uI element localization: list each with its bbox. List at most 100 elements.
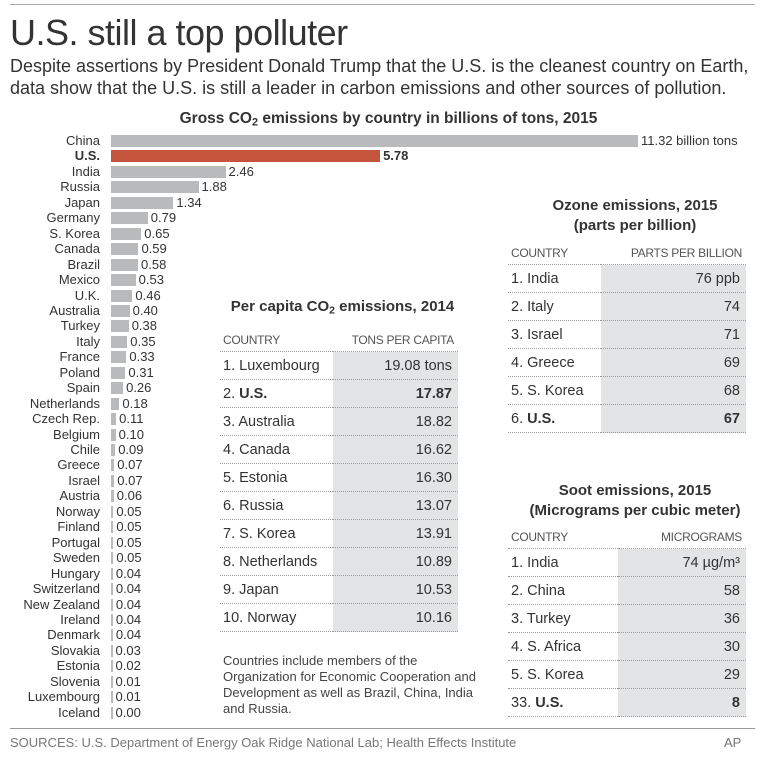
bar-value-label: 0.18 [122, 395, 148, 411]
rank: 4. [223, 441, 236, 458]
country-cell: 33. U.S. [508, 688, 618, 717]
bar-value-label: 0.05 [116, 534, 142, 550]
value-cell: 71 [600, 320, 746, 349]
country-name: Turkey [526, 610, 571, 627]
per-capita-title: Per capita CO2 emissions, 2014 [230, 298, 455, 317]
value-cell: 10.53 [333, 575, 458, 604]
bar-category-label: Brazil [67, 256, 100, 272]
bar-value-label: 0.46 [135, 287, 161, 303]
bar-category-label: Hungary [50, 565, 100, 581]
bar-value-label: 0.38 [131, 318, 157, 334]
bar [111, 505, 114, 518]
bar [111, 351, 127, 364]
rank: 4. [511, 354, 524, 371]
bar-category-label: Portugal [51, 534, 100, 550]
bar [111, 444, 116, 456]
bar [111, 428, 116, 441]
bar-category-label: U.K. [74, 287, 100, 303]
bar-value-label: 0.01 [115, 673, 141, 689]
column-header-country: COUNTRY [508, 246, 601, 265]
country-cell: 3. Israel [508, 320, 601, 349]
value-cell: 16.30 [333, 463, 458, 492]
bar [111, 474, 115, 487]
country-cell: 5. S. Korea [508, 376, 601, 405]
rank: 7. [223, 525, 236, 542]
value-cell: 69 [600, 348, 746, 377]
column-header-country: COUNTRY [220, 333, 334, 352]
footnote: Countries include members of the Organiz… [223, 653, 476, 716]
bar-value-label: 0.40 [132, 302, 158, 318]
bar [111, 165, 226, 178]
rank: 33. [511, 694, 532, 711]
bar [111, 613, 113, 626]
bar [111, 583, 113, 596]
table-row: 7. S. Korea 13.91 [220, 519, 458, 548]
table-row: 2. China 58 [508, 576, 746, 605]
value-cell: 17.87 [333, 379, 458, 408]
country-name: China [527, 582, 566, 599]
bar-category-label: Switzerland [32, 581, 100, 597]
bar-category-label: Belgium [53, 426, 100, 442]
country-name: Netherlands [239, 553, 318, 570]
bar-category-label: Australia [49, 302, 100, 318]
table-row: 8. Netherlands 10.89 [220, 547, 458, 576]
bar [111, 289, 133, 302]
bar [111, 552, 114, 565]
rank: 2. [511, 298, 524, 315]
table-row: 3. Turkey 36 [508, 604, 746, 633]
bar-category-label: S. Korea [49, 225, 100, 241]
value-cell: 13.91 [333, 519, 458, 548]
bar-category-label: Finland [57, 519, 100, 535]
table-row: 4. S. Africa 30 [508, 632, 746, 661]
rank: 5. [511, 666, 524, 683]
country-name: U.S. [535, 694, 564, 711]
rank: 2. [511, 582, 524, 599]
country-cell: 2. China [508, 576, 618, 605]
bar-value-label: 0.33 [129, 349, 155, 365]
bar-category-label: Chile [70, 442, 100, 457]
value-cell: 36 [617, 604, 746, 633]
bar [111, 660, 113, 673]
table-row: 1. India 74 µg/m³ [508, 548, 746, 577]
table-row: 1. Luxembourg 19.08 tons [220, 351, 458, 380]
bar-category-label: Slovenia [50, 673, 100, 689]
bar-value-label: 0.05 [116, 503, 142, 519]
column-header-value: MICROGRAMS [617, 530, 746, 549]
bar [111, 413, 117, 426]
value-cell: 13.07 [333, 491, 458, 520]
value-cell: 74 µg/m³ [617, 548, 746, 577]
rank: 3. [511, 610, 524, 627]
ozone-title: Ozone emissions, 2015 (parts per billion… [552, 197, 718, 234]
country-name: S. Korea [527, 382, 584, 399]
ap-credit: AP [724, 735, 742, 750]
value-cell: 74 [600, 292, 746, 321]
bar-value-label: 0.00 [115, 704, 141, 720]
bar-value-label: 0.59 [141, 241, 167, 257]
table-row: 5. Estonia 16.30 [220, 463, 458, 492]
value-cell: 68 [600, 376, 746, 405]
country-cell: 7. S. Korea [220, 519, 334, 548]
rank: 6. [223, 497, 236, 514]
bar-value-label: 11.32 billion tons [641, 133, 738, 148]
bar [111, 135, 638, 147]
gross-co2-chart-title: Gross CO2 emissions by country in billio… [179, 110, 598, 129]
bar [111, 397, 120, 410]
country-name: Norway [247, 609, 297, 626]
per-capita-table: COUNTRY TONS PER CAPITA 1. Luxembourg 19.… [220, 333, 458, 632]
bar [111, 567, 113, 580]
bar-category-label: Denmark [47, 627, 100, 643]
rank: 1. [511, 270, 524, 287]
country-cell: 8. Netherlands [220, 547, 334, 576]
ozone-table: COUNTRY PARTS PER BILLION 1. India 76 ppb… [508, 246, 746, 433]
page-subtitle: Despite assertions by President Donald T… [10, 56, 749, 98]
bar [111, 196, 174, 209]
bar-value-label: 1.88 [201, 179, 227, 195]
bar-value-label: 0.04 [115, 611, 142, 627]
bar [111, 150, 381, 163]
rank: 5. [511, 382, 524, 399]
rank: 5. [223, 469, 236, 486]
bar-value-label: 0.53 [138, 272, 164, 288]
bar-value-label: 0.65 [144, 225, 170, 241]
country-name: Australia [238, 413, 295, 430]
